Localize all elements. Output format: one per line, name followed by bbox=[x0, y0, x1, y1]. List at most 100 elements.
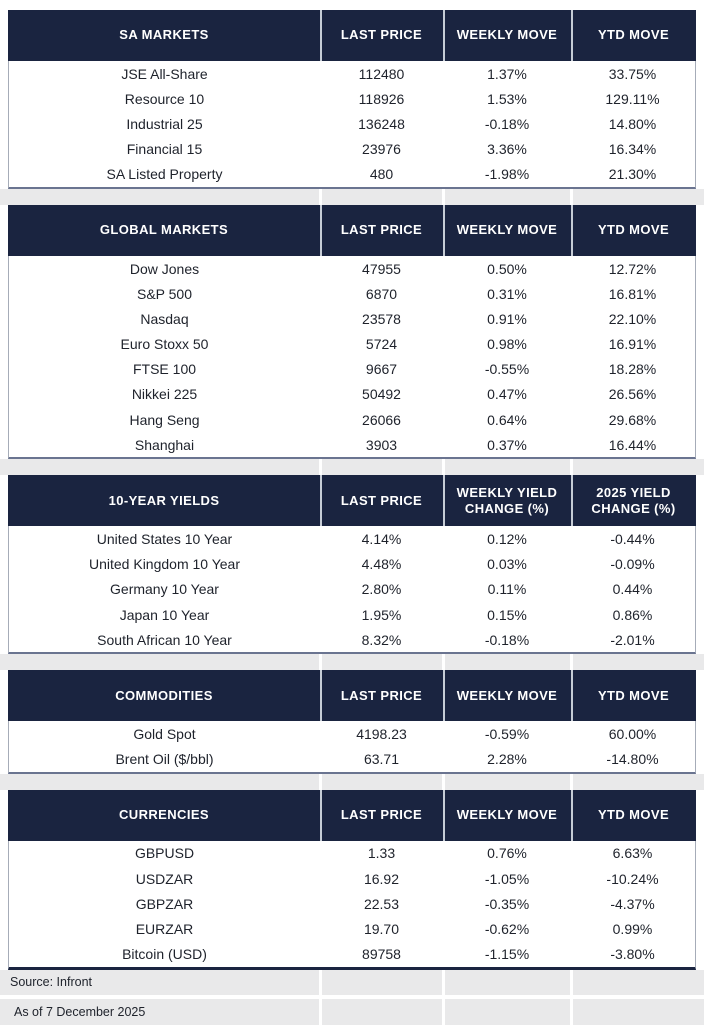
value-cell: 4.48% bbox=[361, 556, 402, 573]
table-body: GBPUSD 1.33 0.76% 6.63% USDZAR 16.92 -1.05% -10… bbox=[8, 840, 696, 970]
table-row: GBPUSD 1.33 0.76% 6.63% bbox=[9, 841, 695, 866]
row-label: SA Listed Property bbox=[106, 166, 223, 183]
table-row: Bitcoin (USD) 89758 -1.15% -3.80% bbox=[9, 942, 695, 967]
column-header: WEEKLY MOVE bbox=[443, 790, 571, 841]
table-row: USDZAR 16.92 -1.05% -10.24% bbox=[9, 866, 695, 891]
row-label: Industrial 25 bbox=[126, 115, 203, 132]
value-cell: -14.80% bbox=[606, 751, 659, 768]
value-cell: 26.56% bbox=[608, 386, 657, 403]
value-cell: 0.11% bbox=[487, 581, 527, 598]
value-cell: -0.09% bbox=[610, 556, 655, 573]
value-cell: 16.91% bbox=[608, 336, 657, 353]
value-cell: 0.37% bbox=[487, 436, 527, 453]
column-header: YTD MOVE bbox=[571, 205, 696, 256]
value-cell: 5724 bbox=[365, 336, 398, 353]
value-cell: 1.53% bbox=[487, 90, 527, 107]
row-label: South African 10 Year bbox=[97, 631, 232, 648]
value-cell: 129.11% bbox=[605, 90, 660, 107]
row-label: EURZAR bbox=[135, 920, 194, 937]
value-cell: -1.98% bbox=[484, 166, 530, 183]
table-row: United Kingdom 10 Year 4.48% 0.03% -0.09% bbox=[9, 552, 695, 577]
value-cell: 3903 bbox=[365, 436, 398, 453]
value-cell: 22.10% bbox=[608, 310, 657, 327]
row-label: Shanghai bbox=[134, 436, 195, 453]
row-label: GBPZAR bbox=[135, 895, 194, 912]
value-cell: 0.99% bbox=[612, 920, 653, 937]
column-header: LAST PRICE bbox=[320, 205, 443, 256]
value-cell: 0.15% bbox=[487, 606, 527, 623]
column-header: YTD MOVE bbox=[571, 790, 696, 841]
column-header: YTD MOVE bbox=[571, 10, 696, 61]
value-cell: 16.92 bbox=[363, 870, 400, 887]
value-cell: 1.37% bbox=[487, 65, 527, 82]
column-header: WEEKLY MOVE bbox=[443, 670, 571, 721]
row-label: JSE All-Share bbox=[121, 65, 208, 82]
source-text: Source: Infront bbox=[10, 975, 92, 990]
value-cell: 0.12% bbox=[487, 531, 527, 548]
value-cell: 2.28% bbox=[487, 751, 527, 768]
row-label: United States 10 Year bbox=[96, 531, 233, 548]
value-cell: 9667 bbox=[365, 361, 398, 378]
value-cell: 18.28% bbox=[608, 361, 657, 378]
row-label: United Kingdom 10 Year bbox=[89, 556, 240, 573]
section-gap bbox=[0, 188, 704, 205]
row-label: Japan 10 Year bbox=[119, 606, 210, 623]
value-cell: 47955 bbox=[362, 260, 401, 277]
column-header: LAST PRICE bbox=[320, 670, 443, 721]
table-header-row: SA MARKETS LAST PRICE WEEKLY MOVE YTD MOVE bbox=[8, 10, 696, 61]
table-row: FTSE 100 9667 -0.55% 18.28% bbox=[9, 357, 695, 382]
column-header: LAST PRICE bbox=[320, 475, 443, 526]
value-cell: 0.64% bbox=[487, 411, 527, 428]
value-cell: 63.71 bbox=[363, 751, 400, 768]
section-title-header: SA MARKETS bbox=[119, 27, 209, 43]
table-row: JSE All-Share 112480 1.37% 33.75% bbox=[9, 61, 695, 86]
value-cell: 136248 bbox=[358, 115, 405, 132]
table-row: Shanghai 3903 0.37% 16.44% bbox=[9, 432, 695, 457]
table-ten-year-yields: 10-YEAR YIELDS LAST PRICE WEEKLY YIELD CHA… bbox=[8, 475, 696, 655]
value-cell: 8.32% bbox=[361, 631, 402, 648]
table-row: Euro Stoxx 50 5724 0.98% 16.91% bbox=[9, 332, 695, 357]
table-header-row: COMMODITIES LAST PRICE WEEKLY MOVE YTD MOVE bbox=[8, 670, 696, 722]
value-cell: 21.30% bbox=[608, 166, 657, 183]
table-row: Japan 10 Year 1.95% 0.15% 0.86% bbox=[9, 602, 695, 627]
table-header-row: CURRENCIES LAST PRICE WEEKLY MOVE YTD MOVE bbox=[8, 789, 696, 841]
value-cell: 16.81% bbox=[608, 285, 657, 302]
table-global-markets: GLOBAL MARKETS LAST PRICE WEEKLY MOVE YTD M… bbox=[8, 204, 696, 460]
value-cell: 16.34% bbox=[608, 141, 657, 158]
value-cell: 23976 bbox=[362, 141, 401, 158]
table-row: Nikkei 225 50492 0.47% 26.56% bbox=[9, 382, 695, 407]
value-cell: -0.18% bbox=[484, 631, 530, 648]
value-cell: 22.53 bbox=[363, 895, 400, 912]
row-label: FTSE 100 bbox=[132, 361, 197, 378]
row-label: Germany 10 Year bbox=[110, 581, 219, 598]
table-row: EURZAR 19.70 -0.62% 0.99% bbox=[9, 916, 695, 941]
as-of-note: As of 7 December 2025 bbox=[0, 998, 704, 1025]
row-label: Financial 15 bbox=[126, 141, 203, 158]
column-header: LAST PRICE bbox=[320, 10, 443, 61]
value-cell: 33.75% bbox=[608, 65, 657, 82]
table-sa-markets: SA MARKETS LAST PRICE WEEKLY MOVE YTD MOVE J… bbox=[8, 10, 696, 189]
value-cell: 23578 bbox=[362, 310, 401, 327]
value-cell: 89758 bbox=[362, 946, 401, 963]
value-cell: 0.98% bbox=[487, 336, 527, 353]
value-cell: 6.63% bbox=[612, 845, 653, 862]
column-header: 2025 YIELD CHANGE (%) bbox=[571, 475, 696, 526]
value-cell: 26066 bbox=[362, 411, 401, 428]
value-cell: -1.15% bbox=[484, 946, 530, 963]
table-row: Gold Spot 4198.23 -0.59% 60.00% bbox=[9, 721, 695, 746]
row-label: S&P 500 bbox=[136, 285, 192, 302]
value-cell: -0.55% bbox=[484, 361, 530, 378]
row-label: GBPUSD bbox=[134, 845, 195, 862]
source-note: Source: Infront bbox=[0, 969, 704, 995]
table-currencies: CURRENCIES LAST PRICE WEEKLY MOVE YTD MOVE G… bbox=[8, 789, 696, 970]
value-cell: 4198.23 bbox=[356, 725, 407, 742]
value-cell: 0.47% bbox=[487, 386, 527, 403]
value-cell: -4.37% bbox=[610, 895, 655, 912]
value-cell: 19.70 bbox=[363, 920, 400, 937]
column-header: WEEKLY YIELD CHANGE (%) bbox=[443, 475, 571, 526]
value-cell: -0.62% bbox=[484, 920, 530, 937]
value-cell: 6870 bbox=[365, 285, 398, 302]
table-row: S&P 500 6870 0.31% 16.81% bbox=[9, 281, 695, 306]
column-header: WEEKLY MOVE bbox=[443, 10, 571, 61]
market-tables: SA MARKETS LAST PRICE WEEKLY MOVE YTD MOVE J… bbox=[0, 10, 704, 970]
